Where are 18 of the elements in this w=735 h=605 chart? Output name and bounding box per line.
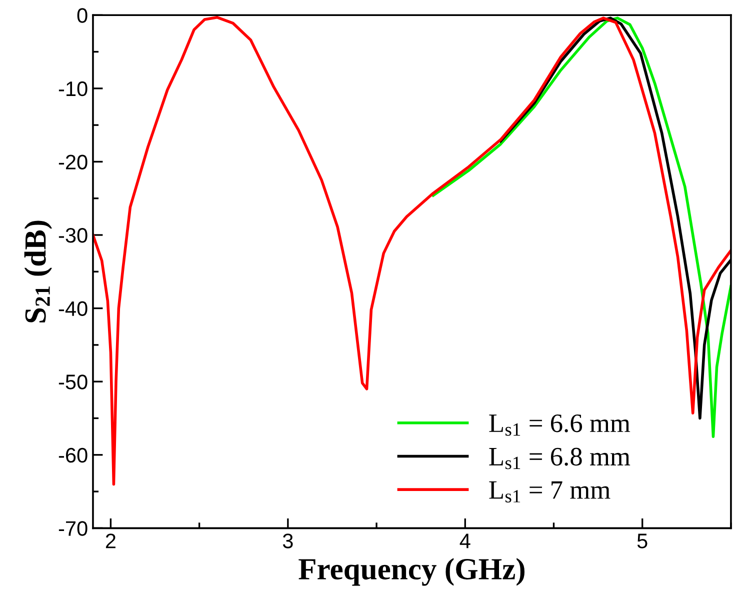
y-tick-label: -40	[58, 301, 88, 316]
x-tick-label: 5	[637, 534, 648, 548]
legend-label: L$_{s1}$ = 7 mm	[489, 481, 610, 502]
y-tick-label: -30	[58, 228, 88, 243]
y-tick-label: 0	[77, 8, 88, 23]
x-tick-label: 3	[282, 534, 293, 548]
y-axis-title: S$_{21}$ (dB)	[24, 220, 52, 322]
x-tick-label: 2	[106, 534, 116, 548]
y-tick-label: -70	[58, 521, 88, 536]
x-tick-label: 4	[460, 534, 470, 548]
y-tick-label: -60	[58, 448, 88, 463]
y-tick-label: -20	[58, 154, 88, 170]
line-series	[432, 16, 731, 438]
legend-label: L$_{s1}$ = 6.6 mm	[489, 414, 630, 436]
x-axis-title: Frequency (GHz)	[298, 558, 524, 586]
y-tick-label: -10	[58, 81, 88, 96]
legend-label: L$_{s1}$ = 6.8 mm	[489, 448, 630, 470]
y-tick-label: -50	[58, 374, 88, 390]
